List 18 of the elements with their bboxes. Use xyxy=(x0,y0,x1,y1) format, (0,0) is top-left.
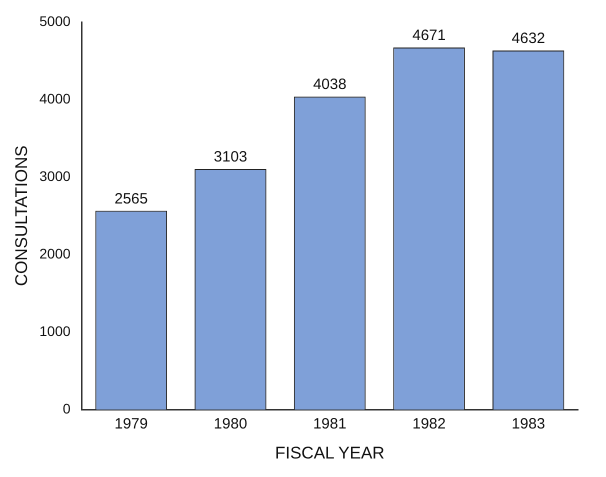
y-tick-label: 3000 xyxy=(39,168,71,184)
y-tick-label: 2000 xyxy=(39,245,71,262)
data-label: 4632 xyxy=(512,30,546,48)
data-label: 4671 xyxy=(412,27,446,44)
data-label: 2565 xyxy=(114,190,148,208)
x-tick-label: 1982 xyxy=(412,416,446,433)
data-label: 3103 xyxy=(214,148,248,166)
y-axis-title: CONSULTATIONS xyxy=(12,145,31,286)
y-tick-label: 1000 xyxy=(39,322,71,339)
x-tick-label: 1979 xyxy=(114,416,148,433)
x-tick-label: 1983 xyxy=(512,416,546,433)
x-tick-label: 1980 xyxy=(214,416,248,433)
y-tick-label: 0 xyxy=(62,400,71,416)
y-tick-label: 5000 xyxy=(39,12,71,29)
x-axis-title: FISCAL YEAR xyxy=(274,443,385,462)
y-tick-label: 4000 xyxy=(39,90,71,106)
data-label: 4038 xyxy=(313,76,346,94)
x-tick-label: 1981 xyxy=(313,416,346,433)
